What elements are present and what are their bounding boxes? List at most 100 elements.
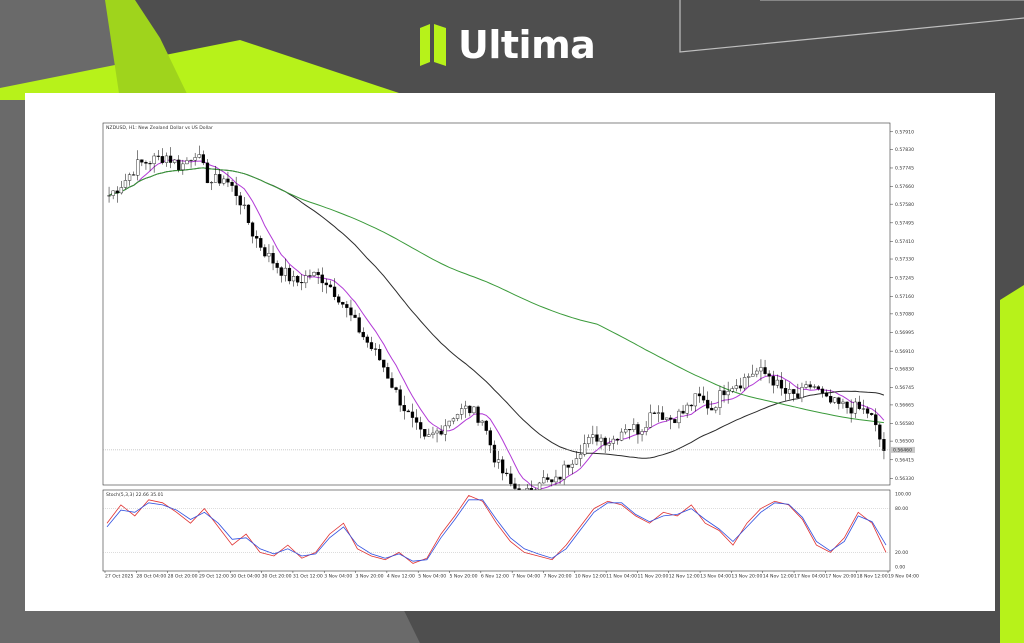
candle xyxy=(127,172,132,186)
candle xyxy=(874,408,878,432)
candle xyxy=(812,384,816,389)
candle xyxy=(775,374,779,389)
candle xyxy=(226,171,230,188)
candle xyxy=(656,405,661,423)
candle xyxy=(140,159,144,167)
candle xyxy=(829,389,833,405)
y-tick-label: 0.57660 xyxy=(895,184,914,190)
candle xyxy=(730,386,734,394)
candle xyxy=(267,244,271,263)
candle xyxy=(455,413,460,422)
candle xyxy=(669,414,673,430)
candle xyxy=(599,434,603,450)
x-tick-label: 5 Nov 04:00 xyxy=(418,574,446,580)
candle xyxy=(152,152,156,173)
x-tick-label: 30 Oct 20:00 xyxy=(262,574,292,580)
candle xyxy=(714,406,718,414)
candle xyxy=(644,421,648,436)
candle xyxy=(816,385,820,391)
candle xyxy=(505,468,509,477)
x-tick-label: 28 Oct 04:00 xyxy=(136,574,166,580)
candle xyxy=(800,382,804,403)
candle xyxy=(189,159,193,168)
candle xyxy=(209,181,214,191)
x-tick-label: 11 Nov 04:00 xyxy=(606,574,637,580)
candle xyxy=(443,419,447,442)
candle xyxy=(792,388,796,402)
candle xyxy=(345,300,349,318)
candle xyxy=(607,437,611,451)
candle xyxy=(177,155,181,173)
candle xyxy=(824,389,829,398)
x-tick-label: 11 Nov 20:00 xyxy=(637,574,668,580)
candle xyxy=(615,438,620,445)
candle xyxy=(123,173,128,190)
candle xyxy=(107,186,111,203)
x-tick-label: 10 Nov 12:00 xyxy=(575,574,606,580)
candle xyxy=(349,299,353,322)
oscillator-tick-label: 20.00 xyxy=(895,550,908,556)
candle xyxy=(484,420,488,435)
candle xyxy=(496,450,501,469)
candle xyxy=(255,230,259,248)
x-tick-label: 13 Nov 20:00 xyxy=(731,574,762,580)
x-tick-label: 28 Oct 20:00 xyxy=(168,574,198,580)
candle xyxy=(246,204,251,225)
candle xyxy=(882,432,886,460)
candle xyxy=(296,274,300,287)
x-tick-label: 6 Nov 12:00 xyxy=(481,574,509,580)
y-tick-label: 0.57080 xyxy=(895,311,914,317)
candle xyxy=(324,278,328,294)
candle xyxy=(173,159,177,165)
candle xyxy=(742,373,747,391)
candle xyxy=(677,408,681,429)
y-tick-label: 0.56500 xyxy=(895,439,914,445)
candle xyxy=(115,186,119,203)
candle xyxy=(464,400,468,418)
candle xyxy=(386,362,390,379)
candle xyxy=(509,466,513,487)
candle xyxy=(648,404,652,429)
candle xyxy=(738,377,743,392)
moving-average-line xyxy=(108,159,885,490)
oscillator-tick-label: 0.00 xyxy=(895,565,905,571)
oscillator-title: Stoch(5,3,3) 22.66 35.01 xyxy=(106,492,164,498)
candle xyxy=(218,169,222,186)
candle xyxy=(468,405,472,417)
y-tick-label: 0.57330 xyxy=(895,257,914,263)
candle xyxy=(201,150,205,166)
x-tick-label: 14 Nov 12:00 xyxy=(763,574,794,580)
candle xyxy=(230,179,234,192)
current-price-marker xyxy=(891,446,915,453)
candle xyxy=(259,235,263,251)
x-tick-label: 7 Nov 04:00 xyxy=(512,574,540,580)
candle xyxy=(332,278,337,301)
main-chart-title: NZDUSD, H1: New Zealand Dollar vs US Dol… xyxy=(106,125,213,131)
candle xyxy=(337,294,341,305)
candle xyxy=(853,398,857,419)
candle xyxy=(402,395,406,420)
candle xyxy=(755,367,759,378)
candle xyxy=(804,380,808,389)
candle xyxy=(250,221,255,244)
moving-average-line xyxy=(108,167,884,424)
x-tick-label: 30 Oct 04:00 xyxy=(230,574,260,580)
candle xyxy=(771,370,775,394)
candle xyxy=(144,160,148,170)
candle xyxy=(603,436,607,453)
candle xyxy=(398,385,402,412)
x-tick-label: 3 Nov 20:00 xyxy=(356,574,384,580)
y-tick-label: 0.57580 xyxy=(895,202,914,208)
candle xyxy=(747,373,751,387)
candle xyxy=(419,416,423,439)
candle xyxy=(726,381,730,404)
candle xyxy=(751,364,755,377)
oscillator-area xyxy=(102,489,891,572)
candle xyxy=(148,161,152,172)
y-tick-label: 0.57830 xyxy=(895,147,914,153)
candle xyxy=(865,406,870,419)
candle xyxy=(591,425,595,445)
candle xyxy=(394,386,398,393)
candle xyxy=(701,386,706,404)
candle xyxy=(316,268,320,284)
